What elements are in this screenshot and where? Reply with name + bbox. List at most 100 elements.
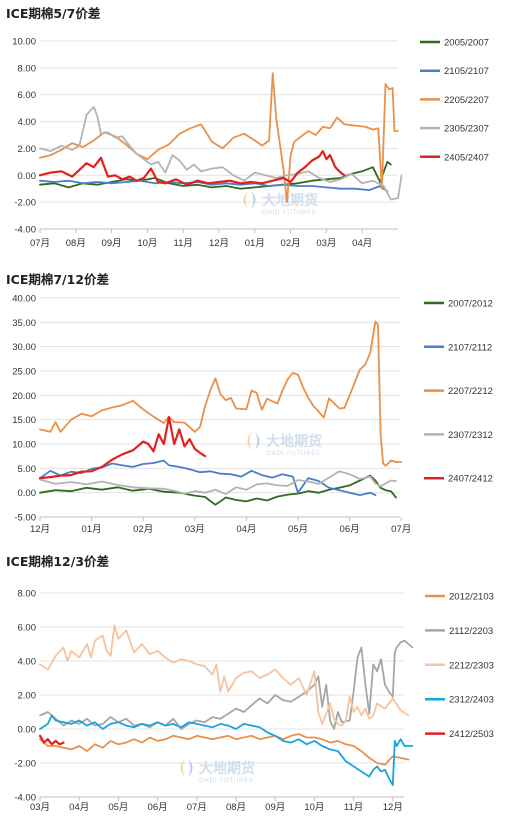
y-tick-label: 6.00 (18, 623, 37, 634)
watermark-logo-icon-right (255, 432, 260, 450)
watermark-logo-icon (247, 432, 252, 450)
series-line-2307-2312 (39, 470, 397, 495)
y-tick-label: -4.00 (14, 793, 36, 804)
watermark-logo-icon (180, 759, 185, 777)
x-tick-label: 05月 (108, 802, 128, 813)
y-tick-label: 25.00 (12, 367, 36, 378)
legend-label: 2012/2103 (449, 592, 494, 603)
chart-5-7-spread: ICE期棉5/7价差 10.00 8.00 6.00 4.00 2.00 0.00 -2.00… (6, 6, 489, 249)
x-tick-label: 06月 (340, 524, 360, 535)
y-tick-label: 4.00 (18, 657, 37, 668)
chart-title: ICE期棉12/3价差 (6, 554, 109, 569)
x-tick-label: 07月 (391, 524, 411, 535)
x-tick-label: 03月 (316, 238, 336, 249)
series-line-2305-2307 (39, 105, 403, 201)
series-line-2412-2503 (38, 734, 65, 746)
series-line-2205-2207 (39, 72, 399, 203)
legend-label: 2405/2407 (444, 152, 489, 163)
legend-label: 2412/2503 (449, 729, 494, 740)
chart-title: ICE期棉7/12价差 (6, 272, 109, 287)
x-tick-label: 09月 (102, 238, 122, 249)
x-tick-label: 12月 (383, 802, 403, 813)
y-tick-label: -2.00 (14, 198, 36, 209)
y-tick-label: 0.00 (18, 171, 37, 182)
series-line-2312-2403 (39, 714, 414, 786)
x-tick-label: 07月 (30, 238, 50, 249)
y-tick-label: 0.00 (18, 725, 37, 736)
y-tick-label: 40.00 (12, 294, 36, 305)
x-tick-label: 11月 (344, 802, 363, 813)
x-tick-label: 02月 (133, 524, 153, 535)
watermark-logo-icon-right (188, 759, 193, 777)
y-tick-label: -2.00 (14, 759, 36, 770)
watermark-sub: DADI FUTURES (266, 449, 320, 457)
series-line-2207-2212 (39, 320, 403, 467)
watermark-logo-icon (243, 191, 248, 209)
y-tick-label: 2.00 (18, 691, 37, 702)
y-tick-label: 4.00 (18, 117, 37, 128)
x-tick-label: 04月 (236, 524, 256, 535)
y-tick-label: 35.00 (12, 318, 36, 329)
y-tick-label: 0.00 (18, 488, 37, 499)
x-tick-label: 08月 (226, 802, 246, 813)
x-tick-label: 07月 (187, 802, 207, 813)
x-tick-label: 04月 (352, 238, 372, 249)
x-tick-label: 12月 (30, 524, 50, 535)
x-tick-label: 10月 (304, 802, 324, 813)
chart-title: ICE期棉5/7价差 (6, 6, 100, 21)
y-tick-label: 10.00 (12, 440, 36, 451)
watermark-name: 大地期货 (266, 433, 322, 450)
x-tick-label: 06月 (148, 802, 168, 813)
x-tick-label: 03月 (185, 524, 205, 535)
legend-label: 2407/2412 (448, 474, 493, 485)
series-line-2212-2303 (39, 624, 410, 727)
legend-label: 2312/2403 (449, 695, 494, 706)
y-tick-label: 8.00 (18, 63, 37, 74)
series-line-2407-2412 (38, 416, 207, 480)
y-tick-label: 5.00 (18, 464, 37, 475)
legend-label: 2007/2012 (448, 299, 493, 310)
legend-label: 2205/2207 (444, 95, 489, 106)
watermark-sub: DADI FUTURES (262, 208, 316, 216)
legend-label: 2112/2203 (449, 626, 493, 637)
x-tick-label: 01月 (245, 238, 265, 249)
x-tick-label: 01月 (82, 524, 102, 535)
legend-label: 2005/2007 (444, 38, 489, 49)
x-tick-label: 05月 (288, 524, 308, 535)
legend-label: 2212/2303 (449, 660, 494, 671)
legend-label: 2305/2307 (444, 124, 489, 135)
y-tick-label: 30.00 (12, 342, 36, 353)
series-line-2012-2103 (39, 733, 410, 766)
y-tick-label: 20.00 (12, 391, 36, 402)
legend-label: 2105/2107 (444, 66, 489, 77)
x-tick-label: 04月 (69, 802, 89, 813)
x-tick-label: 10月 (137, 238, 157, 249)
series-line-2405-2407 (38, 150, 346, 186)
y-tick-label: 8.00 (18, 589, 37, 600)
legend-label: 2107/2112 (448, 342, 492, 353)
y-tick-label: -5.00 (14, 513, 36, 524)
y-tick-label: 15.00 (12, 415, 36, 426)
x-tick-label: 11月 (174, 238, 193, 249)
x-tick-label: 09月 (265, 802, 285, 813)
series-line-2105-2107 (39, 179, 389, 193)
y-tick-label: -4.00 (14, 225, 36, 236)
legend-label: 2207/2212 (448, 386, 493, 397)
chart-12-3-spread: ICE期棉12/3价差 8.00 6.00 4.00 2.00 0.00 -2.00 -4.0… (6, 554, 494, 813)
watermark-logo-icon-right (251, 191, 256, 209)
y-tick-label: 6.00 (18, 90, 37, 101)
watermark-name: 大地期货 (262, 192, 318, 209)
x-tick-label: 03月 (30, 802, 50, 813)
watermark-sub: DADI FUTURES (199, 776, 253, 784)
x-tick-label: 08月 (66, 238, 86, 249)
y-tick-label: 2.00 (18, 144, 37, 155)
x-tick-label: 12月 (209, 238, 229, 249)
y-tick-label: 10.00 (12, 37, 36, 48)
chart-7-12-spread: ICE期棉7/12价差 40.00 35.00 30.00 25.00 20.00 15.0… (6, 272, 493, 535)
watermark-name: 大地期货 (199, 760, 255, 777)
x-tick-label: 02月 (281, 238, 301, 249)
